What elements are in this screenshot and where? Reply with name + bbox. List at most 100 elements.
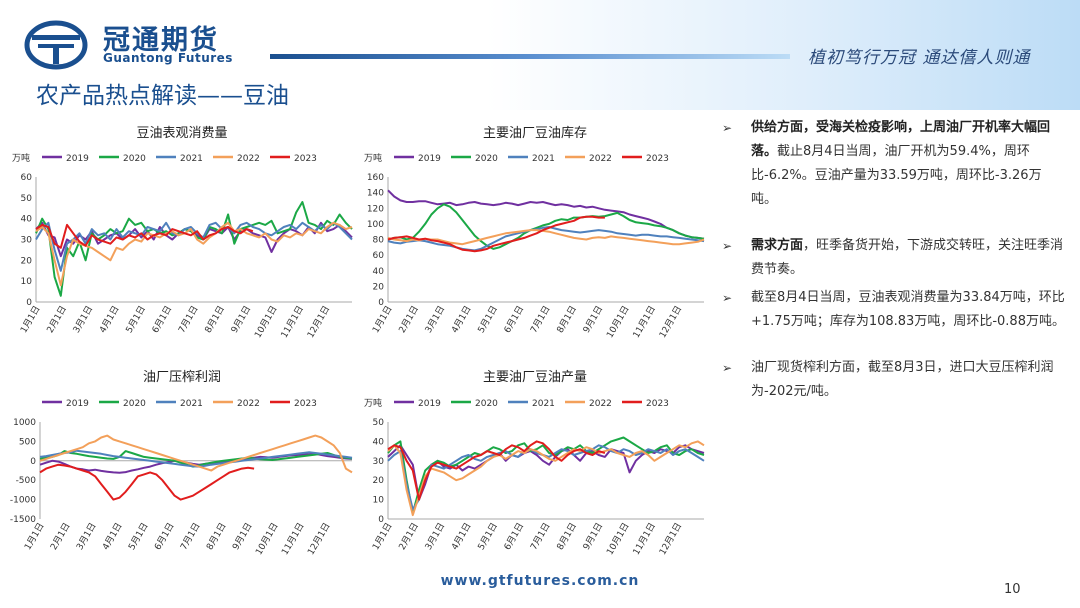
x-tick-label: 9月1日 <box>581 304 605 335</box>
legend-label: 2020 <box>123 399 146 409</box>
x-tick-label: 3月1日 <box>74 521 98 552</box>
y-tick-label: 20 <box>373 476 385 486</box>
series-line-2020 <box>387 436 705 515</box>
series-line-2023 <box>35 223 254 249</box>
x-tick-label: 12月1日 <box>305 304 332 340</box>
y-tick-label: 60 <box>21 173 33 183</box>
bullet-text: 截止8月4日当周，油厂开机为59.4%，周环比-6.2%。豆油产量为33.59万… <box>751 144 1042 207</box>
x-tick-label: 6月1日 <box>502 521 526 552</box>
x-tick-label: 6月1日 <box>502 304 526 335</box>
chart-title-consumption: 豆油表观消费量 <box>136 126 228 141</box>
bullet-crush-margin: ➢ 油厂现货榨利方面，截至8月3日，进口大豆压榨利润为-202元/吨。 <box>722 356 1067 404</box>
bullet-demand: ➢ 需求方面，旺季备货开始，下游成交转旺，关注旺季消费节奏。 <box>722 234 1067 282</box>
x-tick-label: 5月1日 <box>476 521 500 552</box>
series-line-2023 <box>387 215 605 253</box>
series-line-2019 <box>387 189 705 240</box>
y-tick-label: 10 <box>21 277 33 287</box>
x-tick-label: 4月1日 <box>449 521 473 552</box>
legend-label: 2021 <box>180 154 203 164</box>
x-tick-label: 9月1日 <box>581 521 605 552</box>
y-tick-label: 80 <box>373 236 385 246</box>
y-tick-label: 500 <box>19 437 36 447</box>
x-tick-label: 10月1日 <box>252 304 279 340</box>
x-tick-label: 5月1日 <box>476 304 500 335</box>
series-line-2022 <box>39 434 353 474</box>
legend-label: 2023 <box>294 154 317 164</box>
bullet-consumption-stock: ➢ 截至8月4日当周，豆油表观消费量为33.84万吨，环比+1.75万吨；库存为… <box>722 286 1067 334</box>
series-line-2023 <box>387 440 606 501</box>
legend-label: 2020 <box>475 154 498 164</box>
y-tick-label: 10 <box>373 496 385 506</box>
legend-label: 2020 <box>475 399 498 409</box>
x-tick-label: 2月1日 <box>45 304 69 335</box>
x-tick-label: 1月1日 <box>370 521 394 552</box>
legend-label: 2022 <box>589 154 612 164</box>
legend: 2019 2020 2021 2022 2023 <box>42 399 317 409</box>
series-line-2020 <box>387 203 705 250</box>
legend-label: 2021 <box>532 154 555 164</box>
arrow-bullet-icon: ➢ <box>722 361 733 375</box>
y-tick-label: 140 <box>367 189 384 199</box>
x-tick-label: 6月1日 <box>150 304 174 335</box>
x-tick-label: 1月1日 <box>370 304 394 335</box>
x-tick-label: 9月1日 <box>230 521 254 552</box>
x-tick-label: 12月1日 <box>657 304 684 340</box>
x-tick-label: 7月1日 <box>178 521 202 552</box>
y-tick-label: 1000 <box>13 418 36 428</box>
x-tick-label: 7月1日 <box>528 304 552 335</box>
x-tick-label: 7月1日 <box>176 304 200 335</box>
company-name-cn: 冠通期货 <box>103 25 219 56</box>
unit-label: 万吨 <box>12 152 30 164</box>
legend: 万吨 2019 2020 2021 2022 2023 <box>12 152 317 164</box>
legend-label: 2022 <box>237 399 260 409</box>
x-tick-label: 6月1日 <box>152 521 176 552</box>
y-tick-label: 0 <box>378 298 384 308</box>
x-tick-label: 5月1日 <box>124 304 148 335</box>
y-tick-label: -1500 <box>10 515 36 525</box>
legend-label: 2020 <box>123 154 146 164</box>
x-tick-label: 4月1日 <box>100 521 124 552</box>
series-line-2021 <box>387 226 705 252</box>
x-tick-label: 2月1日 <box>397 304 421 335</box>
unit-label: 万吨 <box>364 397 382 409</box>
header-divider <box>270 54 790 59</box>
guantong-logo-icon <box>24 20 88 70</box>
y-tick-label: 30 <box>21 236 33 246</box>
chart-inventory: 万吨 2019 2020 2021 2022 2023 0 20 40 60 80 100 120 140… <box>364 152 705 340</box>
legend: 万吨 2019 2020 2021 2022 2023 <box>364 397 669 409</box>
bullet-supply: ➢ 供给方面，受海关检疫影响，上周油厂开机率大幅回落。截止8月4日当周，油厂开机… <box>722 116 1067 212</box>
y-tick-label: 40 <box>373 267 385 277</box>
x-tick-label: 11月1日 <box>631 304 658 340</box>
footer-url[interactable]: www.gtfutures.com.cn <box>440 573 640 589</box>
chart-crush-margin: 2019 2020 2021 2022 2023 -1500 -1000 -500 0 500 10… <box>10 399 353 557</box>
y-tick-label: 60 <box>373 251 385 261</box>
x-tick-label: 4月1日 <box>97 304 121 335</box>
x-tick-label: 5月1日 <box>126 521 150 552</box>
y-tick-label: 50 <box>373 418 385 428</box>
x-tick-label: 10月1日 <box>604 521 631 557</box>
bullet-bold: 供给方面，受海关检疫影响，上周油厂开机率大幅回落。 <box>751 120 1051 159</box>
y-tick-label: 20 <box>373 282 385 292</box>
legend: 万吨 2019 2020 2021 2022 2023 <box>364 152 669 164</box>
y-tick-label: 0 <box>378 515 384 525</box>
commentary-panel: ➢ 供给方面，受海关检疫影响，上周油厂开机率大幅回落。截止8月4日当周，油厂开机… <box>722 116 1067 418</box>
chart-title-crush-margin: 油厂压榨利润 <box>142 370 221 385</box>
x-tick-label: 12月1日 <box>305 521 332 557</box>
series-line-2021 <box>387 444 705 511</box>
x-tick-label: 9月1日 <box>229 304 253 335</box>
y-tick-label: -500 <box>16 476 37 486</box>
bullet-text: ，旺季备货开始，下游成交转旺，关注旺季消费节奏。 <box>751 238 1064 277</box>
chart-consumption: 万吨 2019 2020 2021 2022 2023 0 10 20 30 40 50 60 1月1日 2… <box>12 152 353 340</box>
legend-label: 2019 <box>66 399 89 409</box>
chart-title-inventory: 主要油厂豆油库存 <box>482 126 587 141</box>
y-tick-label: -1000 <box>10 496 36 506</box>
x-tick-label: 3月1日 <box>71 304 95 335</box>
series-line-2022 <box>387 440 705 517</box>
legend-label: 2019 <box>418 399 441 409</box>
bullet-text: 油厂现货榨利方面，截至8月3日，进口大豆压榨利润为-202元/吨。 <box>751 360 1054 399</box>
y-tick-label: 40 <box>373 437 385 447</box>
x-tick-label: 8月1日 <box>555 304 579 335</box>
series-line-2023 <box>39 463 255 501</box>
unit-label: 万吨 <box>364 152 382 164</box>
legend-label: 2019 <box>66 154 89 164</box>
